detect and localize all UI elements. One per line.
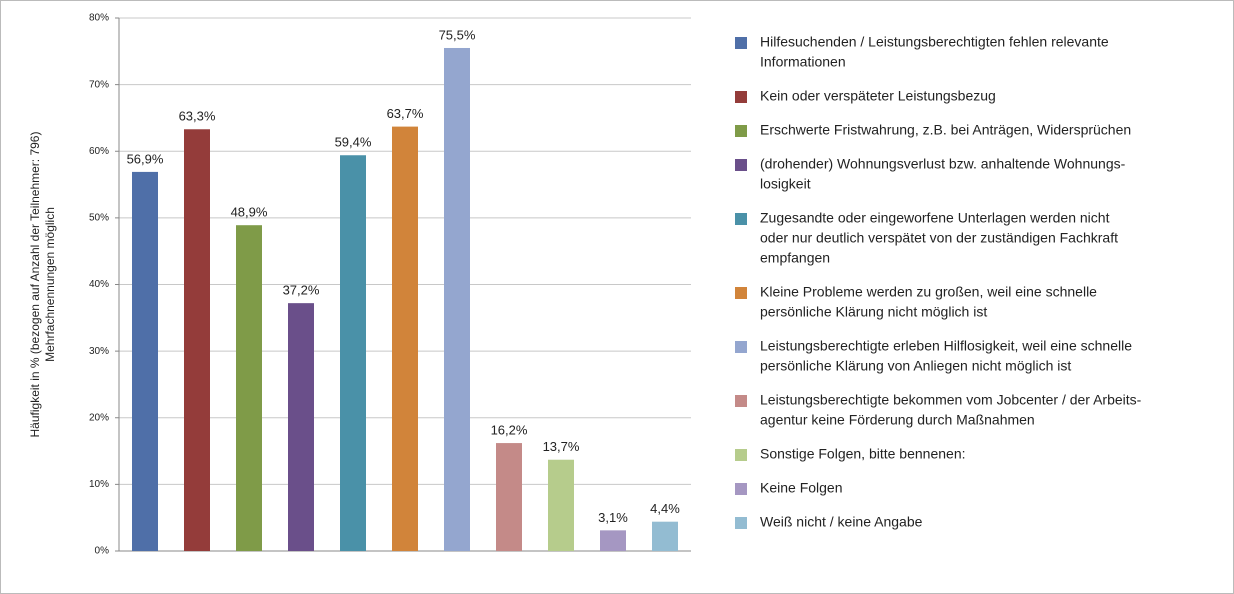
- legend-label: Kleine Probleme werden zu großen, weil e…: [760, 284, 1097, 300]
- legend-label: oder nur deutlich verspätet von der zust…: [760, 230, 1118, 246]
- legend-swatch: [735, 449, 747, 461]
- legend-swatch: [735, 483, 747, 495]
- legend-swatch: [735, 395, 747, 407]
- y-tick-label: 10%: [89, 479, 109, 490]
- legend-label: Erschwerte Fristwahrung, z.B. bei Anträg…: [760, 122, 1131, 138]
- bar: [392, 126, 418, 551]
- value-label: 48,9%: [231, 205, 268, 220]
- y-tick-label: 30%: [89, 346, 109, 357]
- legend-swatch: [735, 125, 747, 137]
- legend-label: Zugesandte oder eingeworfene Unterlagen …: [760, 210, 1110, 226]
- bar: [444, 47, 470, 551]
- legend-swatch: [735, 517, 747, 529]
- legend-label: losigkeit: [760, 176, 811, 192]
- legend-label: Keine Folgen: [760, 480, 843, 496]
- legend-label: Hilfesuchenden / Leistungsberechtigten f…: [760, 34, 1109, 50]
- value-label: 75,5%: [439, 27, 476, 42]
- bar: [236, 225, 262, 552]
- y-axis-label: Häufigkeit in % (bezogen auf Anzahl der …: [28, 132, 42, 438]
- legend-label: persönliche Klärung nicht möglich ist: [760, 304, 987, 320]
- y-tick-label: 80%: [89, 13, 109, 24]
- bar: [184, 129, 210, 552]
- y-tick-label: 40%: [89, 279, 109, 290]
- legend-swatch: [735, 287, 747, 299]
- y-tick-label: 70%: [89, 79, 109, 90]
- legend-label: empfangen: [760, 250, 830, 266]
- y-tick-label: 50%: [89, 213, 109, 224]
- value-label: 3,1%: [598, 510, 628, 525]
- legend-swatch: [735, 159, 747, 171]
- legend-swatch: [735, 91, 747, 103]
- legend-swatch: [735, 341, 747, 353]
- bar: [548, 459, 574, 551]
- legend-label: Leistungsberechtigte erleben Hilflosigke…: [760, 338, 1132, 354]
- value-label: 59,4%: [335, 135, 372, 150]
- bar: [132, 171, 158, 551]
- value-label: 16,2%: [491, 423, 528, 438]
- value-label: 63,3%: [179, 109, 216, 124]
- value-label: 63,7%: [387, 106, 424, 121]
- value-label: 56,9%: [127, 151, 164, 166]
- legend-swatch: [735, 213, 747, 225]
- legend-label: Sonstige Folgen, bitte bennenen:: [760, 446, 966, 462]
- value-label: 4,4%: [650, 501, 680, 516]
- bar: [496, 443, 522, 551]
- bar: [340, 155, 366, 551]
- legend-label: persönliche Klärung von Anliegen nicht m…: [760, 358, 1071, 374]
- value-label: 37,2%: [283, 283, 320, 298]
- legend-label: agentur keine Förderung durch Maßnahmen: [760, 412, 1035, 428]
- value-label: 13,7%: [543, 439, 580, 454]
- bar: [600, 530, 626, 551]
- bar: [288, 303, 314, 551]
- legend-label: Kein oder verspäteter Leistungsbezug: [760, 88, 996, 104]
- legend-label: Weiß nicht / keine Angabe: [760, 514, 923, 530]
- legend-label: (drohender) Wohnungsverlust bzw. anhalte…: [760, 156, 1126, 172]
- y-tick-label: 60%: [89, 146, 109, 157]
- legend-label: Leistungsberechtigte bekommen vom Jobcen…: [760, 392, 1142, 408]
- legend-swatch: [735, 37, 747, 49]
- y-axis-label: Mehrfachnennungen möglich: [43, 207, 57, 362]
- legend-label: Informationen: [760, 54, 846, 70]
- bar: [652, 521, 678, 551]
- y-tick-label: 20%: [89, 412, 109, 423]
- y-tick-label: 0%: [95, 546, 110, 557]
